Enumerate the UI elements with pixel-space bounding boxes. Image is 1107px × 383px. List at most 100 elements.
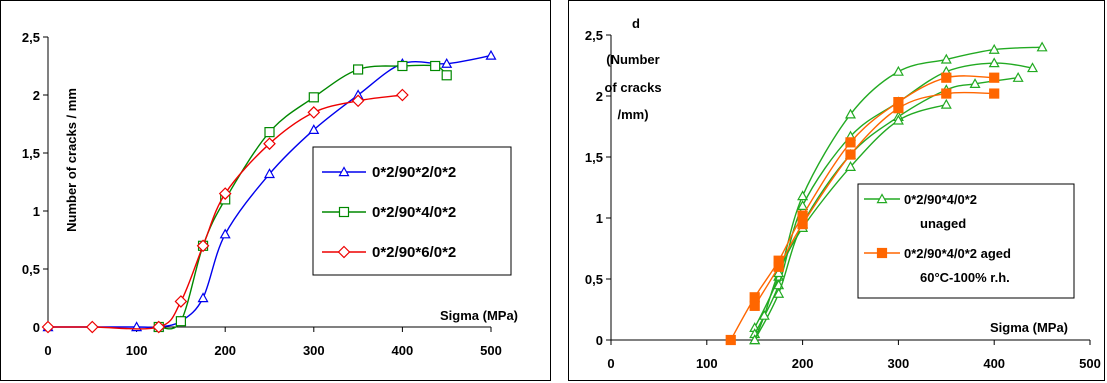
chart-right-y-axis-label-line-4: /mm) [617,107,648,122]
chart-right-series [725,41,1048,346]
data-point [893,103,904,114]
data-point [844,108,857,119]
y-tick-label: 1 [33,204,40,219]
y-tick-label: 2 [596,89,603,104]
legend-label: 0*2/90*4/0*2 [372,204,456,221]
data-point [758,309,770,320]
x-tick-label: 0 [607,356,614,371]
x-tick-label: 200 [214,343,236,358]
x-tick-label: 100 [126,343,148,358]
data-point [218,187,232,200]
data-point [773,261,784,272]
data-point [797,190,809,201]
data-point [1027,62,1039,73]
chart-left-legend: 0*2/90*2/0*2 0*2/90*4/0*2 0*2/90*6/0*2 [312,146,512,276]
legend-label: 0*2/90*2/0*2 [372,164,456,181]
data-point [263,168,276,179]
chart-left-x-axis-label: Sigma (MPa) [440,308,518,323]
data-point [749,300,760,311]
x-tick-label: 200 [792,356,814,371]
legend-entry-1: 0*2/90*2/0*2 [322,164,456,181]
x-tick-label: 500 [480,343,502,358]
data-point [1036,41,1048,52]
chart-right-y-axis-label-line-3: of cracks [604,80,661,95]
legend-label-line-2: unaged [920,216,966,231]
series-line [754,77,1019,341]
series-line [48,94,403,330]
data-point [773,267,785,278]
y-tick-label: 1 [596,211,603,226]
x-tick-label: 500 [1079,356,1101,371]
y-tick-label: 2 [33,88,40,103]
chart-right-legend-box [857,183,1075,299]
data-point [175,316,186,327]
chart-left-y-axis-label: Number of cracks / mm [64,88,79,232]
x-tick-label: 300 [888,356,910,371]
data-point [940,98,952,109]
data-point [941,72,952,83]
legend-label-line-1: 0*2/90*4/0*2 aged [904,246,1011,261]
y-tick-label: 0 [33,320,40,335]
series-6 [749,88,1000,311]
data-point [351,94,365,108]
chart-right: 0 100 200 300 400 500 0 0,5 1 1,5 2 2,5 Sigma (MPa… [568,0,1105,381]
data-point [773,287,785,298]
chart-left-legend-items: 0*2/90*2/0*2 0*2/90*4/0*2 0*2/90*6/0*2 [322,164,456,261]
legend-marker [876,193,888,204]
data-point [196,239,210,253]
legend-marker [337,245,351,259]
chart-left-x-tick-labels: 0 100 200 300 400 500 [44,343,501,358]
x-tick-label: 400 [392,343,414,358]
data-point [797,200,809,210]
data-point [308,124,320,134]
data-point [41,320,55,334]
data-point [307,106,321,119]
y-tick-label: 1,5 [22,146,40,161]
data-point [797,219,808,230]
data-point [397,60,408,72]
chart-right-legend: 0*2/90*4/0*2 unaged 0*2/90*4/0*2 aged 60°C-… [857,183,1075,299]
y-tick-label: 0,5 [22,262,40,277]
data-point [989,72,1000,83]
chart-right-legend-items: 0*2/90*4/0*2 unaged 0*2/90*4/0*2 aged 60°C-… [864,192,1011,285]
y-tick-label: 2,5 [585,28,603,43]
data-point [353,64,364,75]
data-point [441,57,453,68]
data-point [969,78,981,89]
data-point [725,334,736,346]
chart-left: 0 100 200 300 400 500 0 0,5 1 1,5 2 2,5 Sigma (MPa… [0,0,551,381]
data-point [1012,71,1024,82]
legend-label-line-2: 60°C-100% r.h. [920,270,1010,285]
data-point [441,70,452,81]
chart-right-y-axis-label: d (Number of cracks /mm) [604,16,661,122]
data-point [989,88,1000,99]
data-point [844,161,857,171]
y-tick-label: 2,5 [22,30,40,45]
data-point [174,295,188,308]
data-point [988,57,1000,68]
data-point [485,49,497,60]
x-tick-label: 100 [696,356,718,371]
data-point [892,114,904,125]
chart-right-y-axis-label-line-1: d [632,16,640,31]
legend-marker [876,247,888,259]
y-tick-label: 1,5 [585,150,603,165]
data-point [308,92,319,103]
chart-right-x-tick-labels: 0 100 200 300 400 500 [607,356,1100,371]
data-point [892,65,904,76]
data-point [152,320,166,334]
data-point [263,137,276,151]
y-tick-label: 0 [596,333,603,348]
data-point [430,60,441,72]
data-point [845,137,856,148]
data-point [749,334,761,345]
series-3 [41,88,409,334]
legend-marker [338,206,350,218]
series-line [158,64,448,330]
chart-right-y-tick-labels: 0 0,5 1 1,5 2 2,5 [585,28,603,348]
legend-label-line-1: 0*2/90*4/0*2 [904,192,977,207]
data-point [264,127,275,138]
data-point [941,88,952,99]
data-point [845,149,856,160]
legend-label: 0*2/90*6/0*2 [372,244,456,261]
